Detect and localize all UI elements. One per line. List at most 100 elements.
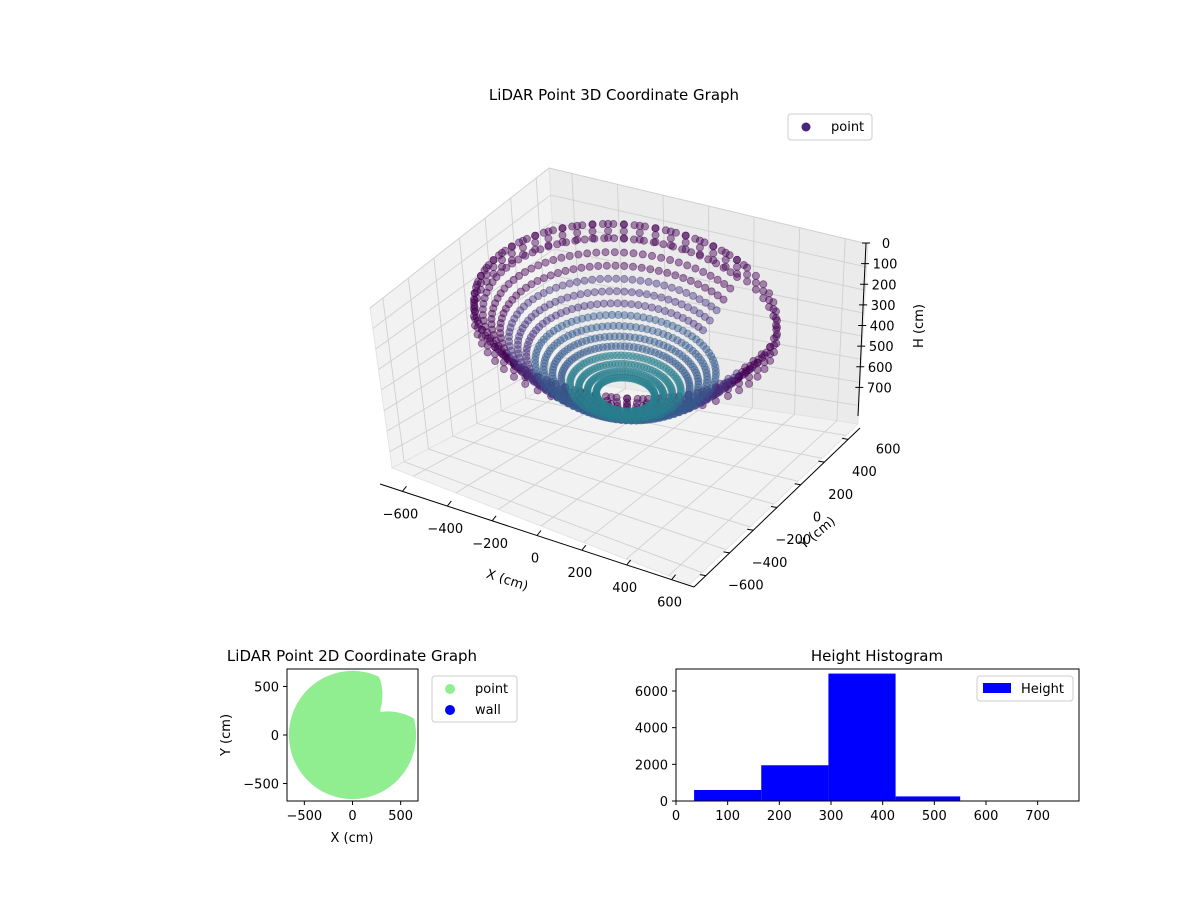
point-3d-1418 — [743, 263, 752, 272]
point-3d-485 — [549, 255, 558, 264]
point-3d-1359 — [707, 302, 716, 311]
grid-left-v-2 — [433, 257, 454, 437]
point-3d-1420 — [743, 277, 752, 286]
point-3d-354 — [542, 316, 551, 325]
point-3d-186 — [522, 348, 531, 357]
legend-3d: point — [787, 113, 873, 141]
y-tick-mark-3d-3 — [770, 506, 778, 508]
point-3d-490 — [562, 319, 571, 328]
point-3d-648 — [573, 277, 582, 286]
point-3d-377 — [555, 352, 564, 361]
point-3d-416 — [553, 324, 562, 333]
point-3d-637 — [569, 265, 578, 274]
plot-3d: LiDAR Point 3D Coordinate Graph −600 −400… — [369, 86, 927, 611]
point-3d-928 — [611, 261, 620, 270]
point-3d-902 — [620, 322, 629, 331]
point-3d-521 — [568, 329, 577, 338]
point-3d-140 — [489, 269, 498, 278]
point-3d-1179 — [652, 279, 661, 288]
legend-2d-point-label: point — [475, 682, 508, 697]
point-3d-386 — [531, 238, 540, 247]
point-cloud-3d — [469, 219, 782, 425]
x-tick-label-3d-0: −600 — [383, 507, 419, 522]
grid-left-h-3 — [378, 248, 555, 370]
point-3d-664 — [580, 302, 589, 311]
point-3d-297 — [548, 368, 557, 377]
point-3d-1165 — [646, 265, 655, 274]
point-3d-1195 — [668, 333, 677, 342]
point-3d-1129 — [638, 250, 647, 259]
plot-3d-title: LiDAR Point 3D Coordinate Graph — [489, 86, 739, 104]
point-3d-1098 — [645, 314, 654, 323]
grid-floor-x-5 — [625, 414, 795, 560]
grid-3d — [369, 167, 869, 577]
point-3d-751 — [585, 262, 594, 271]
point-3d-1155 — [674, 376, 683, 385]
point-3d-320 — [538, 319, 547, 328]
point-3d-181 — [497, 255, 506, 264]
point-3d-475 — [564, 331, 573, 340]
y-tick-label-3d-4: 200 — [828, 488, 853, 503]
point-3d-322 — [527, 264, 536, 273]
point-3d-981 — [620, 274, 629, 283]
point-3d-1061 — [639, 313, 648, 322]
x-tick-mark-3d-4 — [581, 544, 587, 551]
x-axis-label-2d: X (cm) — [331, 831, 374, 846]
point-3d-525 — [549, 226, 558, 235]
point-3d-790 — [603, 322, 612, 331]
point-3d-286 — [549, 374, 558, 383]
point-3d-231 — [507, 242, 516, 251]
point-3d-130 — [519, 362, 528, 371]
point-3d-347 — [533, 276, 542, 285]
point-3d-1300 — [716, 379, 725, 388]
point-3d-820 — [588, 234, 597, 243]
point-3d-310 — [539, 335, 548, 344]
point-3d-53 — [509, 372, 518, 381]
point-3d-1050 — [619, 227, 628, 236]
point-3d-1382 — [719, 295, 728, 304]
point-3d-189 — [516, 328, 525, 337]
point-3d-232 — [507, 249, 516, 258]
point-3d-897 — [612, 287, 621, 296]
point-3d-1334 — [730, 373, 739, 382]
point-3d-711 — [573, 228, 582, 237]
legend-3d-box — [787, 113, 873, 141]
legend-2d-wall-label: wall — [475, 703, 501, 718]
point-3d-803 — [594, 261, 603, 270]
x-tick-mark-3d-6 — [671, 574, 676, 580]
point-3d-407 — [536, 245, 545, 254]
point-3d-787 — [617, 373, 626, 382]
point-3d-171 — [515, 332, 524, 341]
grid-back-v-1 — [616, 184, 626, 389]
point-3d-487 — [557, 295, 566, 304]
point-3d-438 — [551, 297, 560, 306]
point-3d-1413 — [733, 269, 742, 278]
point-3d-1252 — [667, 283, 676, 292]
point-3d-1268 — [683, 329, 692, 338]
point-3d-1146 — [635, 228, 644, 237]
plot-2d: LiDAR Point 2D Coordinate Graph −500 0 500… — [219, 647, 518, 846]
point-3d-1405 — [725, 251, 734, 260]
point-3d-1118 — [658, 351, 667, 360]
point-3d-597 — [569, 291, 578, 300]
point-3d-1296 — [735, 386, 744, 395]
point-3d-1089 — [636, 276, 645, 285]
point-3d-307 — [519, 250, 528, 259]
point-3d-1437 — [765, 296, 774, 305]
floor-pane — [391, 378, 859, 585]
point-3d-16 — [483, 348, 492, 357]
point-3d-1389 — [709, 249, 718, 258]
point-3d-1354 — [738, 367, 747, 376]
point-3d-1372 — [707, 287, 716, 296]
point-3d-916 — [620, 311, 629, 320]
z-axis-label-3d: H (cm) — [912, 304, 927, 348]
point-3d-1342 — [681, 231, 690, 240]
point-3d-127 — [505, 328, 514, 337]
point-3d-139 — [489, 262, 498, 271]
point-3d-1101 — [666, 382, 675, 391]
grid-left-v-3 — [459, 237, 478, 424]
point-3d-128 — [517, 358, 526, 367]
point-3d-107 — [510, 356, 519, 365]
point-3d-996 — [620, 261, 629, 270]
point-3d-1213 — [660, 281, 669, 290]
